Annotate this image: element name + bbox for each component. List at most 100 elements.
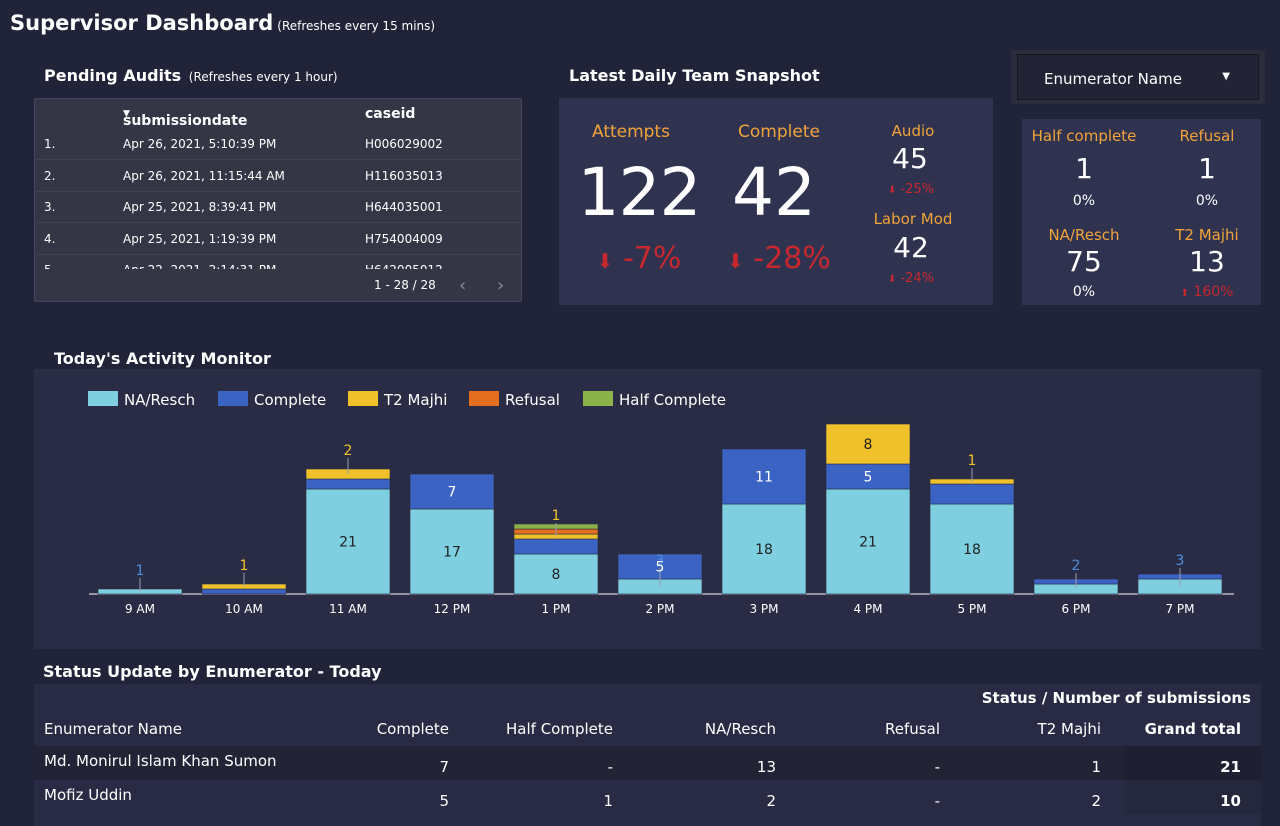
column-header-refusal[interactable]: Refusal <box>885 720 940 738</box>
x-tick-label: 7 PM <box>1165 602 1194 616</box>
row-submissiondate: Apr 26, 2021, 11:15:44 AM <box>123 168 285 183</box>
table-row[interactable]: Mofiz Uddin 5 1 2 - 2 10 <box>34 780 1261 814</box>
row-number: 1. <box>44 137 56 151</box>
status-count: 2 <box>1091 792 1101 810</box>
status-count: - <box>607 758 613 776</box>
bar-segment[interactable] <box>929 503 1015 595</box>
activity-chart-panel: NA/Resch Complete T2 Majhi Refusal Half Comp… <box>34 369 1261 649</box>
dropdown-label: Enumerator Name <box>1044 70 1182 88</box>
data-label: 2 <box>344 443 353 459</box>
legend-label: NA/Resch <box>124 391 196 409</box>
bar-segment[interactable] <box>201 588 287 595</box>
data-label: 1 <box>968 453 977 469</box>
page-title-text: Supervisor Dashboard <box>10 11 274 35</box>
table-row[interactable]: 2. Apr 26, 2021, 11:15:44 AM H116035013 <box>35 161 521 192</box>
data-label: 3 <box>656 553 665 569</box>
x-tick-label: 3 PM <box>749 602 778 616</box>
column-header-half-complete[interactable]: Half Complete <box>506 720 613 738</box>
bar-segment[interactable] <box>721 448 807 505</box>
bar-segment[interactable] <box>513 538 599 555</box>
bar-segment[interactable] <box>409 508 495 595</box>
labor-mod-value: 42 <box>893 231 929 264</box>
bar-segment[interactable] <box>513 553 599 595</box>
chevron-right-icon[interactable]: › <box>497 275 505 296</box>
labor-mod-label: Labor Mod <box>873 210 953 228</box>
table-row[interactable]: 3. Apr 25, 2021, 8:39:41 PM H644035001 <box>35 192 521 223</box>
legend-item[interactable]: NA/Resch <box>88 391 195 409</box>
row-number: 3. <box>44 200 56 214</box>
enumerator-name: Mofiz Uddin <box>44 786 132 804</box>
status-count: 5 <box>439 792 449 810</box>
status-count: - <box>934 758 940 776</box>
legend-item[interactable]: Complete <box>218 391 326 409</box>
refusal-value: 1 <box>1198 152 1216 185</box>
grand-total-cell-bg <box>1124 746 1261 780</box>
status-count: 2 <box>766 792 776 810</box>
legend-item[interactable]: Half Complete <box>583 391 726 409</box>
data-label: 11 <box>755 470 773 486</box>
chevron-left-icon[interactable]: ‹ <box>459 275 467 296</box>
legend-label: T2 Majhi <box>384 391 448 409</box>
data-label: 18 <box>963 542 981 558</box>
data-label: 1 <box>136 563 145 579</box>
refusal-delta: 0% <box>1195 193 1219 209</box>
row-caseid: H006029002 <box>365 137 443 151</box>
bar-segment[interactable] <box>721 503 807 595</box>
x-tick-label: 12 PM <box>434 602 471 616</box>
refusal-label: Refusal <box>1179 127 1235 145</box>
x-tick-label: 1 PM <box>541 602 570 616</box>
status-count: - <box>934 792 940 810</box>
column-header-caseid[interactable]: caseid <box>365 106 416 122</box>
row-number: 4. <box>44 231 56 246</box>
audio-delta: ⬇ -25% <box>859 182 963 197</box>
row-caseid: H754004009 <box>365 231 443 246</box>
arrow-down-icon: ⬇ <box>727 249 744 273</box>
data-label: 8 <box>552 567 561 583</box>
bar-segment[interactable] <box>305 478 391 490</box>
snapshot-title: Latest Daily Team Snapshot <box>569 66 820 85</box>
status-count: 1 <box>1091 758 1101 776</box>
bar-segment[interactable] <box>825 423 911 465</box>
legend-item[interactable]: Refusal <box>469 391 560 409</box>
enumerator-dropdown[interactable]: Enumerator Name ▼ <box>1017 54 1259 100</box>
bar-segment[interactable] <box>305 488 391 595</box>
column-header-na-resch[interactable]: NA/Resch <box>704 720 776 738</box>
t2-majhi-delta: ⬆ 160% <box>1152 284 1262 300</box>
enumerator-name: Md. Monirul Islam Khan Sumon <box>44 752 277 770</box>
activity-title: Today's Activity Monitor <box>54 349 271 368</box>
data-label: 21 <box>859 535 877 551</box>
column-header-complete[interactable]: Complete <box>376 720 449 738</box>
bar-segment[interactable] <box>825 488 911 595</box>
pending-audits-table: submissiondate ▼ caseid 1. Apr 26, 2021, … <box>34 98 522 302</box>
row-submissiondate: Apr 25, 2021, 8:39:41 PM <box>123 200 277 214</box>
bar-segment[interactable] <box>409 473 495 510</box>
pending-audits-title: Pending Audits (Refreshes every 1 hour) <box>44 66 338 85</box>
column-header-submissiondate[interactable]: submissiondate ▼ <box>123 106 247 129</box>
legend-label: Refusal <box>505 391 560 409</box>
data-label: 17 <box>443 545 461 561</box>
column-header-enumerator-name[interactable]: Enumerator Name <box>44 720 182 738</box>
t2-majhi-value: 13 <box>1189 245 1225 278</box>
column-header-t2-majhi[interactable]: T2 Majhi <box>1037 720 1101 738</box>
audio-value: 45 <box>892 142 928 175</box>
table-row[interactable]: 1. Apr 26, 2021, 5:10:39 PM H006029002 <box>35 129 521 160</box>
column-header-grand-total[interactable]: Grand total <box>1144 720 1241 738</box>
row-number: 2. <box>44 168 56 183</box>
table-row[interactable]: Md. Monirul Islam Khan Sumon 7 - 13 - 1 21 <box>34 746 1261 780</box>
attempts-label: Attempts <box>592 122 670 142</box>
legend-label: Complete <box>254 391 327 409</box>
status-table: Status / Number of submissions Enumerato… <box>34 684 1261 826</box>
column-label: submissiondate <box>123 113 248 129</box>
bar-segment[interactable] <box>929 483 1015 505</box>
data-label: 5 <box>656 560 665 576</box>
data-label: 1 <box>552 508 561 524</box>
data-label: 3 <box>1176 553 1185 569</box>
table-row[interactable]: 4. Apr 25, 2021, 1:19:39 PM H754004009 <box>35 224 521 255</box>
pending-audits-title-text: Pending Audits <box>44 66 182 85</box>
x-tick-label: 9 AM <box>125 602 155 616</box>
status-count: 7 <box>439 758 449 776</box>
data-label: 5 <box>864 470 873 486</box>
audio-label: Audio <box>891 122 935 140</box>
legend-item[interactable]: T2 Majhi <box>348 391 447 409</box>
table-row[interactable]: 5. Apr 22, 2021, 2:14:31 PM H642005012 <box>35 255 521 269</box>
